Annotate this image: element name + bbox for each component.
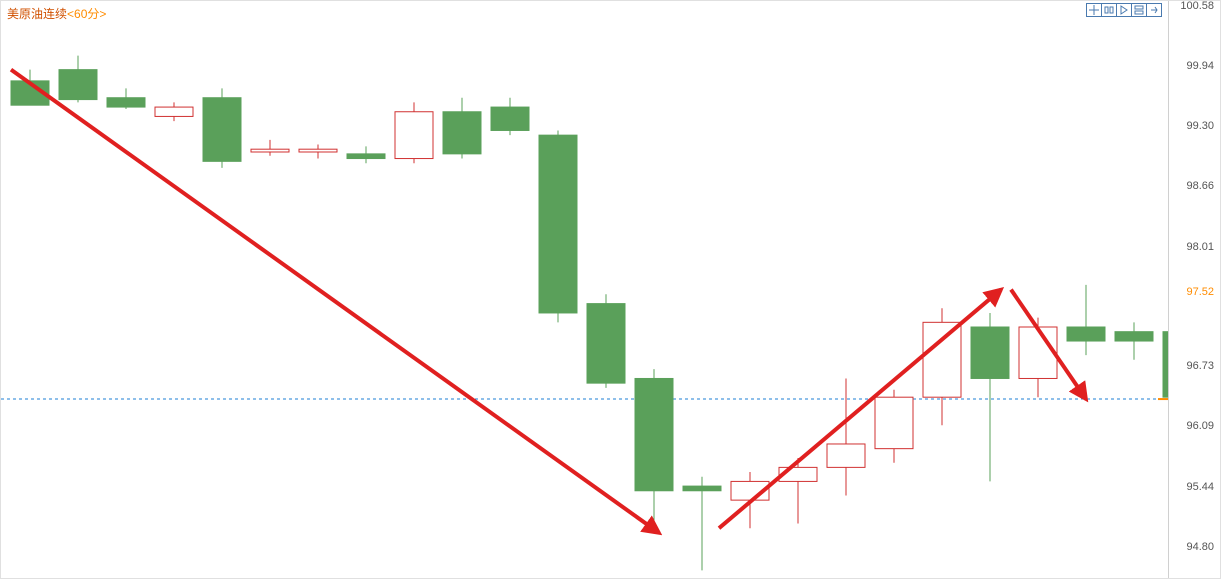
- candle-body: [203, 98, 241, 162]
- y-tick-label: 100.58: [1180, 0, 1214, 12]
- candle-body: [251, 149, 289, 152]
- instrument-name: 美原油连续: [7, 7, 67, 21]
- shift-button[interactable]: [1146, 3, 1162, 17]
- y-tick-label: 97.52: [1186, 286, 1214, 298]
- y-tick-label: 94.80: [1186, 541, 1214, 553]
- y-tick-label: 96.09: [1186, 420, 1214, 432]
- y-tick-label: 99.30: [1186, 120, 1214, 132]
- candle-body: [1019, 327, 1057, 378]
- chart-toolbar: [1087, 3, 1162, 17]
- candle-body: [299, 149, 337, 152]
- candle-body: [683, 486, 721, 491]
- candle-body: [59, 70, 97, 100]
- candle-body: [587, 304, 625, 384]
- layout-button[interactable]: [1131, 3, 1147, 17]
- y-tick-label: 98.01: [1186, 241, 1214, 253]
- candle-body: [875, 397, 913, 448]
- plot-svg: [1, 1, 1168, 578]
- candle-body: [923, 322, 961, 397]
- candle-body: [347, 154, 385, 159]
- trend-arrow: [719, 290, 1001, 529]
- candle-body: [155, 107, 193, 116]
- panel-button[interactable]: [1101, 3, 1117, 17]
- play-button[interactable]: [1116, 3, 1132, 17]
- candle-body: [1067, 327, 1105, 341]
- candle-body: [539, 135, 577, 313]
- candle-body: [491, 107, 529, 130]
- candle-body: [971, 327, 1009, 378]
- candle-body: [827, 444, 865, 467]
- y-tick-label: 98.66: [1186, 180, 1214, 192]
- y-tick-label: 99.94: [1186, 60, 1214, 72]
- candle-body: [395, 112, 433, 159]
- plot-area[interactable]: [1, 1, 1168, 578]
- candle-body: [107, 98, 145, 107]
- candle-body: [443, 112, 481, 154]
- y-tick-label: 95.44: [1186, 481, 1214, 493]
- chart-title: 美原油连续<60分>: [7, 5, 106, 22]
- candle-body: [635, 378, 673, 490]
- chart-container: 美原油连续<60分> 100.58 99.94 99.30 98.66 98.01 97.…: [0, 0, 1221, 579]
- y-axis: 100.58 99.94 99.30 98.66 98.01 97.52 96.73 96.0…: [1168, 1, 1220, 578]
- candle-body: [1115, 332, 1153, 341]
- crosshair-button[interactable]: [1086, 3, 1102, 17]
- y-tick-label: 96.73: [1186, 360, 1214, 372]
- chart-period: <60分>: [67, 7, 106, 21]
